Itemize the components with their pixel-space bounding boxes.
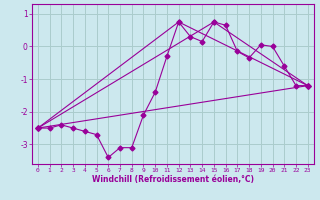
- X-axis label: Windchill (Refroidissement éolien,°C): Windchill (Refroidissement éolien,°C): [92, 175, 254, 184]
